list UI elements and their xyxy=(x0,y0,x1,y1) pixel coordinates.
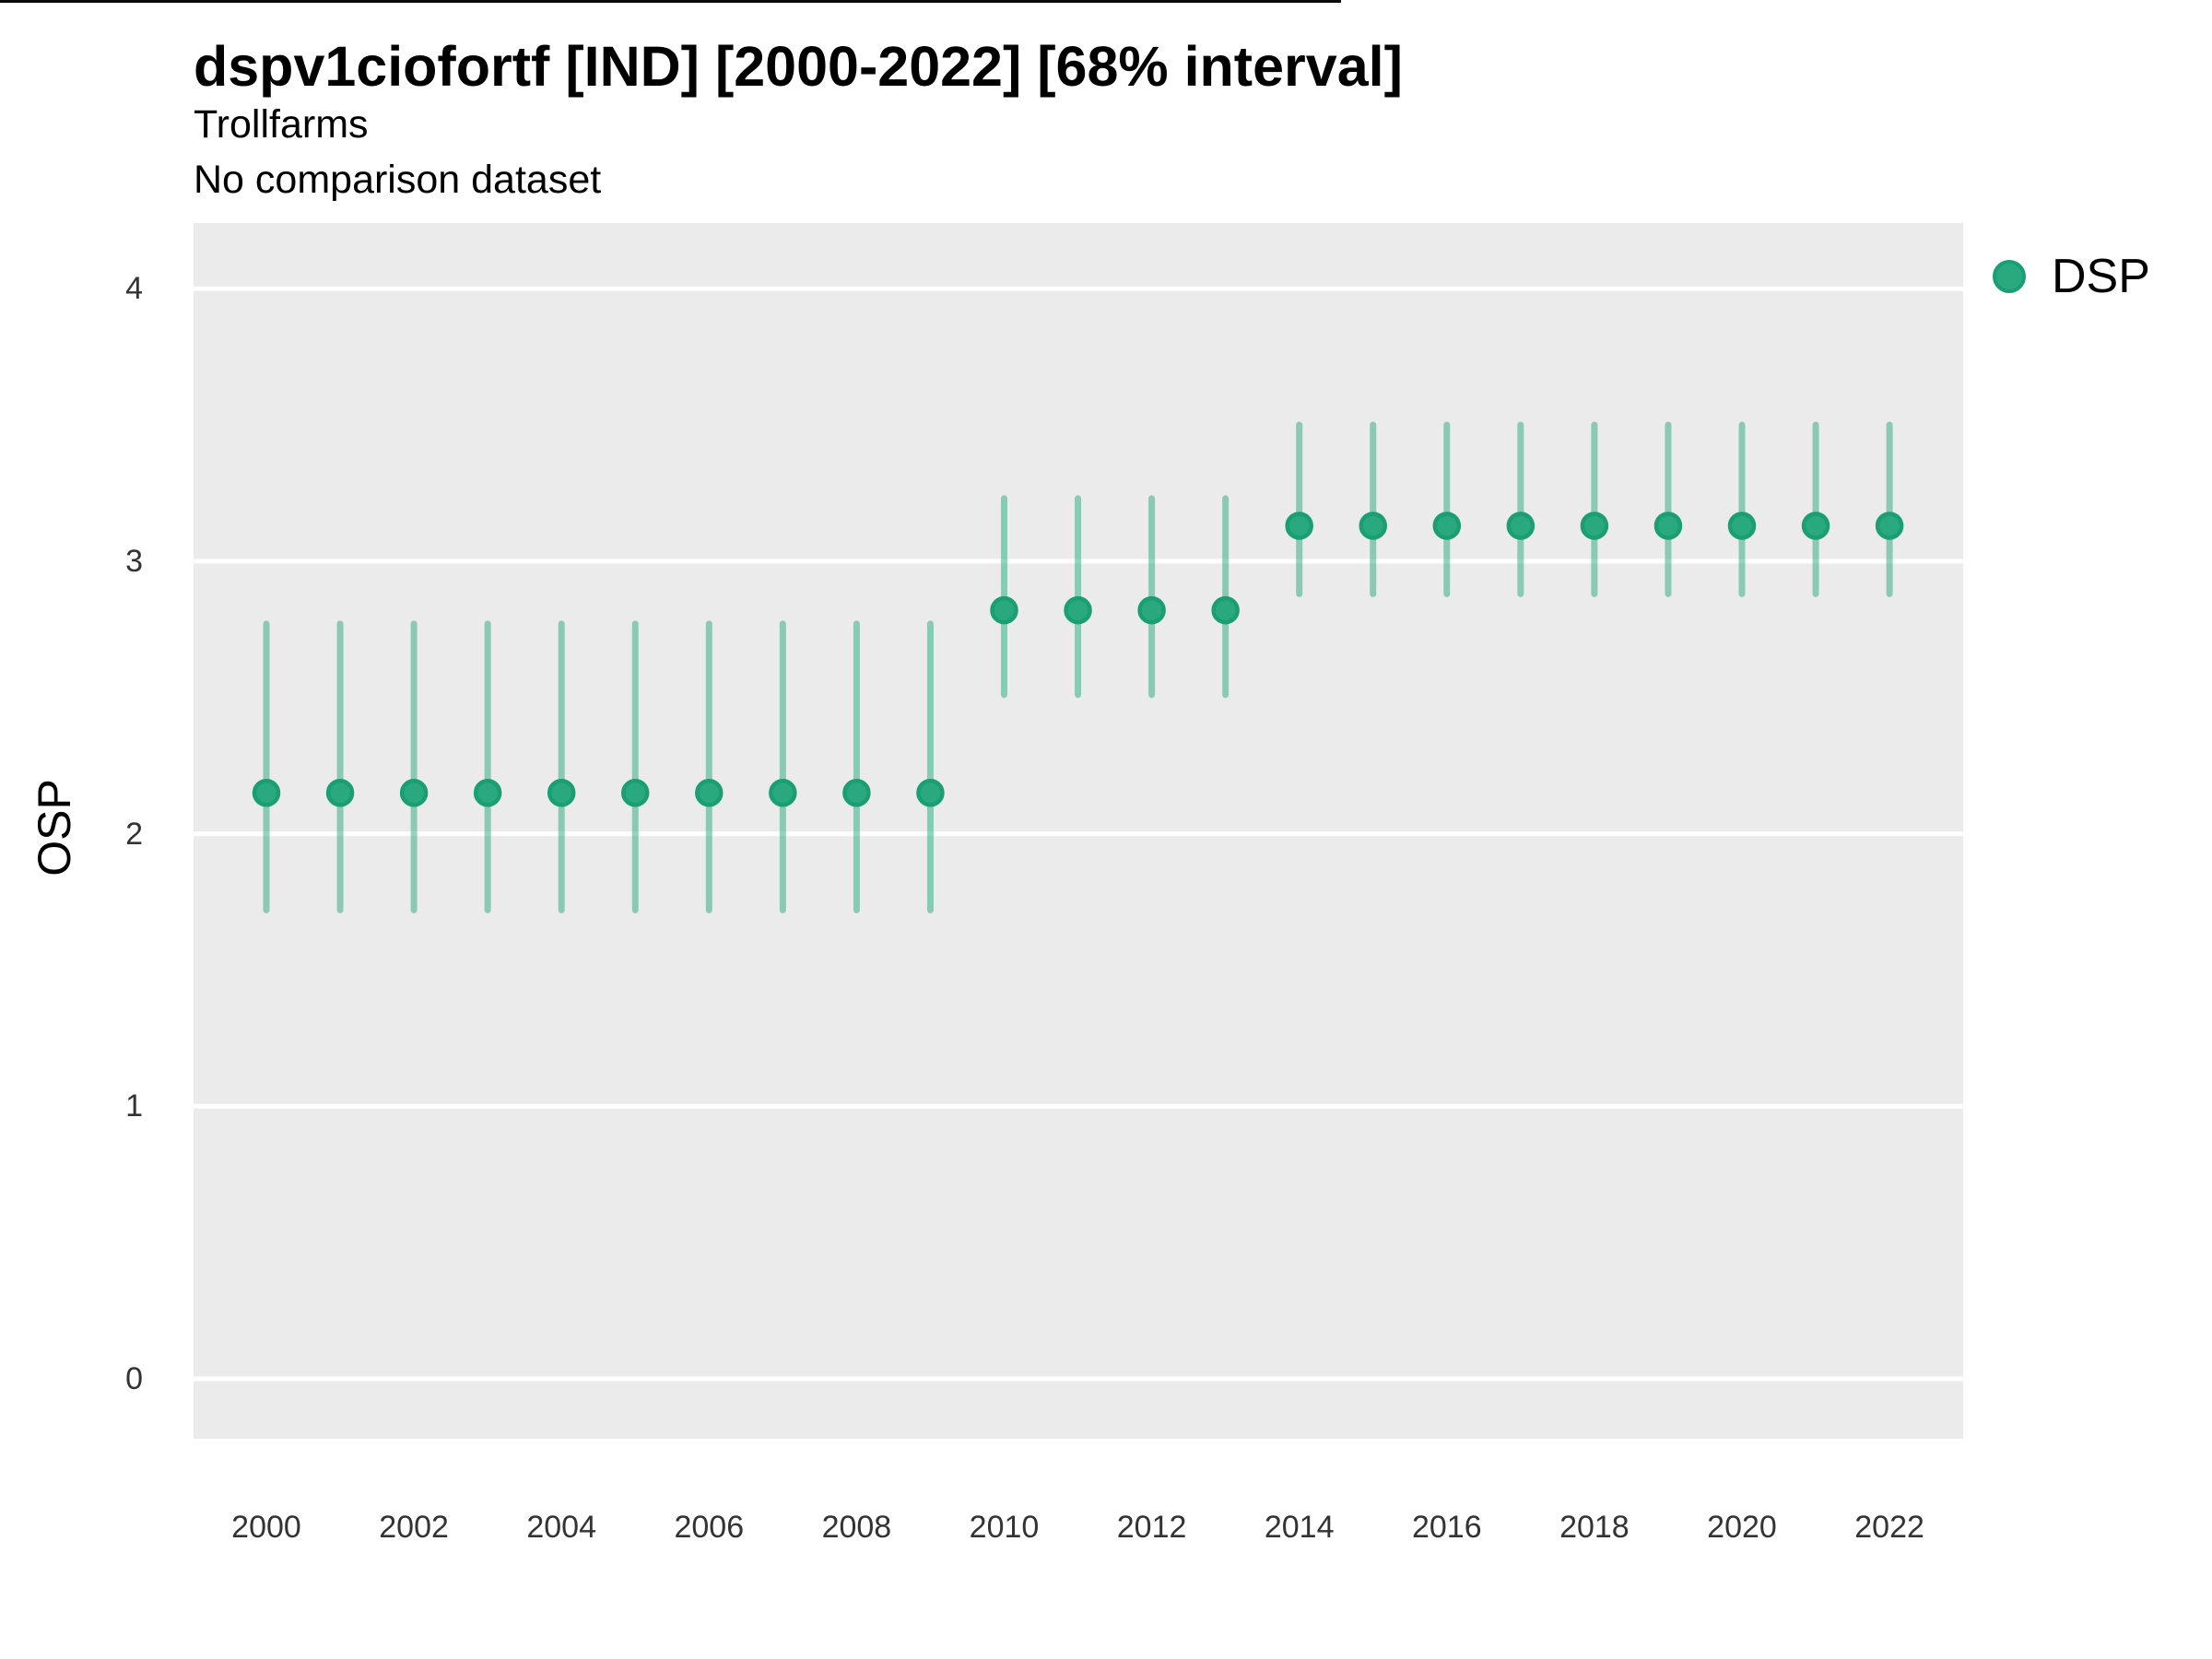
point-2009 xyxy=(916,778,945,807)
point-2019 xyxy=(1653,512,1683,540)
point-2018 xyxy=(1580,512,1609,540)
point-2015 xyxy=(1359,512,1387,540)
x-tick-label-2018: 2018 xyxy=(1559,1510,1630,1545)
point-2020 xyxy=(1727,512,1757,540)
plot-panel xyxy=(194,223,1963,1439)
legend-dot-dsp xyxy=(1993,260,2026,293)
x-tick-label-2004: 2004 xyxy=(526,1510,596,1545)
legend: DSP xyxy=(1993,250,2212,315)
chart-subtitle: Trollfarms xyxy=(194,102,369,147)
x-tick-label-2008: 2008 xyxy=(821,1510,892,1545)
point-2002 xyxy=(399,778,429,807)
x-tick-label-2016: 2016 xyxy=(1411,1510,1482,1545)
x-tick-label-2020: 2020 xyxy=(1707,1510,1777,1545)
chart-title: dspv1ciofortf [IND] [2000-2022] [68% int… xyxy=(194,35,1403,98)
point-2000 xyxy=(252,778,281,807)
point-2003 xyxy=(473,778,502,807)
point-2014 xyxy=(1285,512,1313,540)
x-tick-label-2014: 2014 xyxy=(1264,1510,1335,1545)
x-tick-label-2002: 2002 xyxy=(379,1510,449,1545)
point-2013 xyxy=(1211,595,1240,625)
point-2005 xyxy=(621,778,650,807)
point-2004 xyxy=(547,778,576,807)
top-border-line xyxy=(0,0,1341,3)
point-2016 xyxy=(1432,512,1462,540)
point-2010 xyxy=(990,595,1018,625)
x-tick-label-2010: 2010 xyxy=(969,1510,1040,1545)
legend-label-dsp: DSP xyxy=(2052,250,2150,303)
point-2022 xyxy=(1875,512,1904,540)
y-tick-label-2: 2 xyxy=(125,816,143,852)
x-tick-label-2012: 2012 xyxy=(1116,1510,1187,1545)
y-tick-label-3: 3 xyxy=(125,543,143,579)
y-tick-label-1: 1 xyxy=(125,1088,143,1124)
point-2012 xyxy=(1137,595,1166,625)
point-2011 xyxy=(1064,595,1092,625)
x-tick-label-2006: 2006 xyxy=(674,1510,745,1545)
point-2021 xyxy=(1801,512,1830,540)
y-tick-label-4: 4 xyxy=(125,271,143,307)
point-2008 xyxy=(842,778,871,807)
x-tick-label-2022: 2022 xyxy=(1854,1510,1924,1545)
point-2006 xyxy=(695,778,724,807)
y-tick-label-0: 0 xyxy=(125,1361,143,1396)
point-2001 xyxy=(325,778,355,807)
point-2007 xyxy=(769,778,797,807)
point-2017 xyxy=(1506,512,1535,540)
x-tick-label-2000: 2000 xyxy=(231,1510,301,1545)
comparison-note: No comparison dataset xyxy=(194,158,602,202)
